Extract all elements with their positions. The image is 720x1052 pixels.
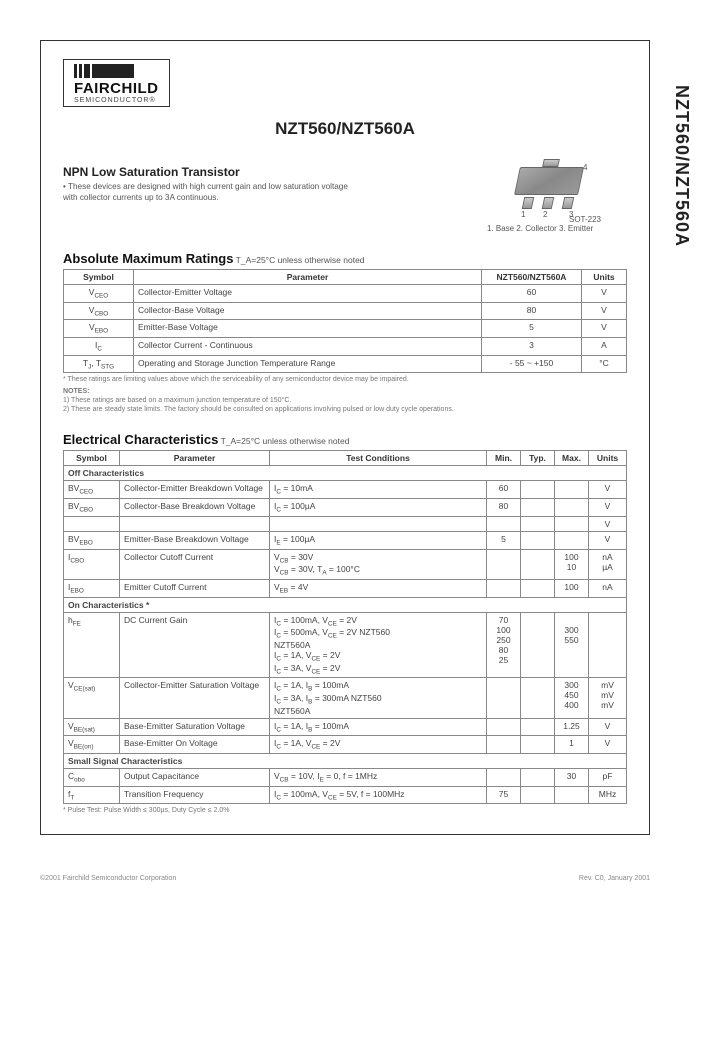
side-part-label: NZT560/NZT560A [671, 85, 692, 247]
package-name: SOT-223 [487, 215, 627, 224]
footer-left: ©2001 Fairchild Semiconductor Corporatio… [40, 875, 176, 882]
ec-table: Symbol Parameter Test Conditions Min. Ty… [63, 450, 627, 804]
amr-notes: NOTES: 1) These ratings are based on a m… [63, 388, 627, 414]
amr-title: Absolute Maximum Ratings T_A=25°C unless… [63, 251, 627, 266]
part-title: NZT560/NZT560A [63, 119, 627, 139]
ec-footnote: * Pulse Test: Pulse Width ≤ 300µs, Duty … [63, 807, 627, 816]
package-diagram: 1 2 3 4 SOT-223 1. Base 2. Collector 3. … [487, 165, 627, 233]
amr-table: Symbol Parameter NZT560/NZT560A Units VC… [63, 269, 627, 373]
datasheet-page: FAIRCHILD SEMICONDUCTOR® NZT560/NZT560A … [40, 40, 650, 835]
device-subtitle: NPN Low Saturation Transistor [63, 165, 353, 179]
device-bullet: • These devices are designed with high c… [63, 182, 353, 203]
brand-logo: FAIRCHILD SEMICONDUCTOR® [63, 59, 170, 107]
package-pins: 1. Base 2. Collector 3. Emitter [487, 224, 627, 233]
brand-sub: SEMICONDUCTOR® [74, 97, 159, 104]
footer-right: Rev. C0, January 2001 [579, 875, 650, 882]
page-footer: ©2001 Fairchild Semiconductor Corporatio… [40, 875, 650, 882]
brand-name: FAIRCHILD [74, 80, 159, 97]
ec-title: Electrical Characteristics T_A=25°C unle… [63, 432, 627, 447]
amr-footnote: * These ratings are limiting values abov… [63, 376, 627, 385]
